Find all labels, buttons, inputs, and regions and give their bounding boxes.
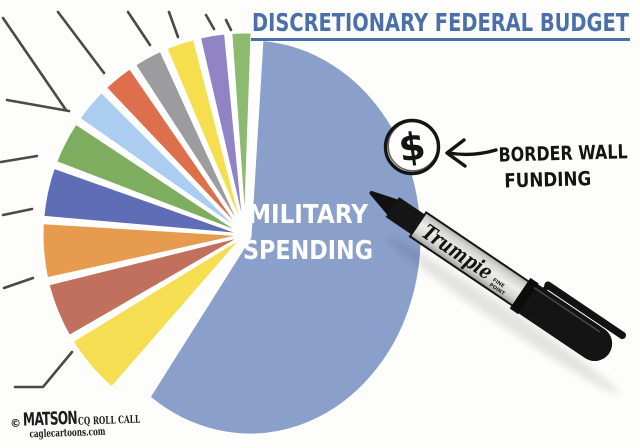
leader-line-4 [126, 10, 152, 47]
website-credit: caglecartoons.com [29, 426, 105, 441]
dollar-circle-sketch-stroke [387, 120, 439, 172]
marker-cap [511, 279, 613, 362]
sharpie-marker: Trumpie FINE POINT [369, 190, 627, 395]
marker-grip [385, 197, 426, 235]
pie-slice-slice-gray [132, 48, 247, 236]
page-title: DISCRETIONARY FEDERAL BUDGET [252, 8, 629, 37]
artist-signature: MATSON [23, 408, 78, 431]
pie-slice-slice-light-blue [76, 89, 247, 237]
pie-slice-slice-red-orange [103, 65, 247, 237]
leader-line-3 [167, 10, 180, 39]
leader-line-8 [0, 154, 39, 164]
pie-slice-military-spending [146, 37, 424, 437]
pie-slice-slice-purple [197, 31, 247, 236]
military-spending-label-line1: MILITARY [248, 200, 369, 230]
leader-lines [0, 10, 233, 389]
pie-slice-slice-yellow-large [69, 233, 247, 391]
marker-cap-highlight [533, 287, 600, 333]
leader-line-9 [1, 207, 34, 217]
annotation-line1: BORDER WALL [498, 140, 628, 166]
leader-line-6 [1, 16, 68, 112]
leader-line-2 [204, 13, 216, 31]
pie-chart [40, 30, 424, 437]
copyright-icon: © [10, 417, 21, 430]
marker-clip [544, 281, 627, 340]
arrow-head-icon [445, 138, 467, 168]
signature: © MATSON CQ ROLL CALL caglecartoons.com [10, 408, 141, 441]
pie-slice-slice-indigo [41, 165, 246, 237]
leader-line-7 [5, 98, 71, 113]
arrow-shaft [447, 148, 498, 157]
marker-shadow [387, 237, 620, 395]
marker-cap-lip [509, 277, 539, 315]
pie-slice-slice-green-large [53, 120, 246, 237]
border-wall-annotation: $ BORDER WALL FUNDING [383, 118, 628, 192]
leader-line-5 [56, 10, 106, 75]
leader-line-1 [224, 18, 233, 32]
leader-line-11 [13, 350, 74, 389]
pie-slice-slice-green-small [229, 30, 254, 236]
publication-credit: CQ ROLL CALL [78, 414, 141, 428]
leader-line-10 [2, 276, 35, 290]
pie-slice-slice-brick [46, 233, 246, 339]
military-spending-label-line2: SPENDING [243, 236, 373, 266]
annotation-line2: FUNDING [504, 167, 592, 192]
dollar-sign-icon: $ [396, 123, 428, 170]
pie-slice-slice-yellow-small [163, 36, 247, 236]
pie-slice-slice-orange [40, 221, 246, 281]
